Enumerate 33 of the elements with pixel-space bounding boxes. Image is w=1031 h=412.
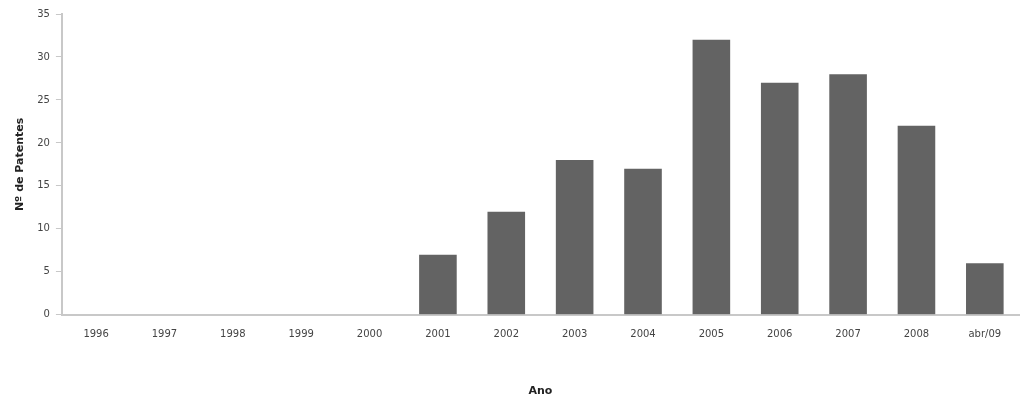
x-tick-label: 1998 bbox=[220, 328, 246, 340]
bar bbox=[829, 74, 867, 315]
y-tick-label: 10 bbox=[37, 222, 50, 234]
x-tick-label: abr/09 bbox=[968, 328, 1002, 340]
bar bbox=[897, 125, 936, 315]
x-tick-label: 1999 bbox=[288, 328, 314, 340]
x-tick-label: 2000 bbox=[356, 328, 383, 340]
y-tick-label: 25 bbox=[37, 93, 50, 105]
y-tick-label: 30 bbox=[37, 50, 50, 62]
x-tick-label: 2008 bbox=[903, 328, 930, 340]
bar bbox=[419, 254, 457, 315]
x-tick-label: 2006 bbox=[767, 328, 793, 340]
x-tick-label: 2007 bbox=[835, 328, 861, 340]
bar bbox=[966, 263, 1004, 315]
x-tick-label: 2003 bbox=[561, 328, 588, 340]
bar bbox=[555, 160, 594, 315]
bar bbox=[692, 39, 731, 315]
bar bbox=[760, 82, 799, 315]
y-tick-label: 5 bbox=[43, 265, 50, 277]
y-tick-label: 15 bbox=[37, 179, 50, 191]
x-tick-label: 2004 bbox=[630, 328, 656, 340]
bar bbox=[487, 211, 526, 315]
y-tick-label: 20 bbox=[37, 136, 50, 148]
x-tick-label: 1997 bbox=[151, 328, 178, 340]
x-tick-label: 2002 bbox=[493, 328, 520, 340]
y-axis-title: Nº de Patentes bbox=[13, 117, 27, 212]
x-tick-label: 1996 bbox=[83, 328, 109, 340]
bar bbox=[624, 168, 662, 315]
x-axis-title: Ano bbox=[528, 384, 553, 398]
y-tick-label: 0 bbox=[43, 308, 50, 320]
y-tick-label: 35 bbox=[37, 7, 50, 19]
x-tick-label: 2001 bbox=[425, 328, 451, 340]
x-tick-label: 2005 bbox=[698, 328, 725, 340]
